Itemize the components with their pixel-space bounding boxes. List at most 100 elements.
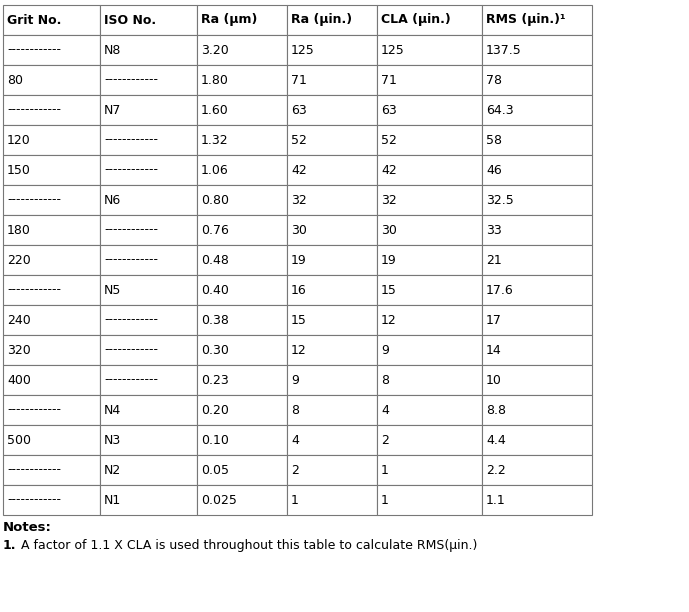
Text: N7: N7 xyxy=(104,103,121,116)
Text: 15: 15 xyxy=(381,283,397,296)
Text: 0.10: 0.10 xyxy=(201,433,229,447)
Bar xyxy=(482,455,592,485)
Text: 46: 46 xyxy=(486,163,502,176)
Bar xyxy=(287,305,377,335)
Bar xyxy=(100,215,197,245)
Bar xyxy=(3,275,100,305)
Bar xyxy=(197,335,287,365)
Text: 1: 1 xyxy=(381,463,389,477)
Text: 52: 52 xyxy=(291,133,307,146)
Text: 17: 17 xyxy=(486,313,502,326)
Bar xyxy=(377,305,482,335)
Bar xyxy=(287,65,377,95)
Bar xyxy=(100,395,197,425)
Bar xyxy=(197,155,287,185)
Text: 1.80: 1.80 xyxy=(201,73,229,86)
Text: 0.76: 0.76 xyxy=(201,223,229,236)
Bar xyxy=(100,245,197,275)
Text: 2: 2 xyxy=(291,463,299,477)
Text: 14: 14 xyxy=(486,343,502,357)
Bar xyxy=(287,185,377,215)
Text: 0.30: 0.30 xyxy=(201,343,229,357)
Text: 2.2: 2.2 xyxy=(486,463,506,477)
Bar xyxy=(287,335,377,365)
Text: 1: 1 xyxy=(381,493,389,507)
Text: 0.05: 0.05 xyxy=(201,463,229,477)
Bar xyxy=(377,485,482,515)
Bar xyxy=(377,125,482,155)
Bar xyxy=(197,395,287,425)
Bar xyxy=(197,215,287,245)
Text: 32.5: 32.5 xyxy=(486,193,514,206)
Bar xyxy=(287,245,377,275)
Text: ------------: ------------ xyxy=(104,73,158,86)
Bar xyxy=(482,425,592,455)
Bar xyxy=(197,425,287,455)
Bar xyxy=(482,305,592,335)
Bar xyxy=(287,35,377,65)
Bar xyxy=(100,65,197,95)
Bar xyxy=(377,395,482,425)
Bar xyxy=(482,365,592,395)
Text: 1.32: 1.32 xyxy=(201,133,229,146)
Text: N2: N2 xyxy=(104,463,121,477)
Bar xyxy=(377,5,482,35)
Text: 8.8: 8.8 xyxy=(486,403,506,417)
Text: 2: 2 xyxy=(381,433,389,447)
Text: ------------: ------------ xyxy=(7,43,61,56)
Text: 58: 58 xyxy=(486,133,502,146)
Text: 3.20: 3.20 xyxy=(201,43,229,56)
Text: 120: 120 xyxy=(7,133,31,146)
Text: 8: 8 xyxy=(291,403,299,417)
Bar xyxy=(197,125,287,155)
Bar xyxy=(287,425,377,455)
Bar xyxy=(482,5,592,35)
Text: 320: 320 xyxy=(7,343,31,357)
Text: ------------: ------------ xyxy=(7,283,61,296)
Text: 1.06: 1.06 xyxy=(201,163,229,176)
Text: 63: 63 xyxy=(381,103,397,116)
Text: 220: 220 xyxy=(7,253,31,266)
Text: Ra (μin.): Ra (μin.) xyxy=(291,13,352,26)
Text: 71: 71 xyxy=(381,73,397,86)
Bar xyxy=(377,425,482,455)
Bar xyxy=(197,65,287,95)
Bar xyxy=(287,95,377,125)
Text: 400: 400 xyxy=(7,373,31,387)
Text: ------------: ------------ xyxy=(104,373,158,387)
Bar xyxy=(100,155,197,185)
Bar xyxy=(3,125,100,155)
Text: 4.4: 4.4 xyxy=(486,433,506,447)
Text: 19: 19 xyxy=(381,253,397,266)
Bar xyxy=(3,335,100,365)
Text: CLA (μin.): CLA (μin.) xyxy=(381,13,451,26)
Bar xyxy=(482,185,592,215)
Text: N1: N1 xyxy=(104,493,121,507)
Bar xyxy=(287,455,377,485)
Text: ------------: ------------ xyxy=(104,313,158,326)
Text: 64.3: 64.3 xyxy=(486,103,513,116)
Text: 17.6: 17.6 xyxy=(486,283,514,296)
Bar xyxy=(3,35,100,65)
Bar xyxy=(287,125,377,155)
Bar xyxy=(197,95,287,125)
Bar xyxy=(3,95,100,125)
Bar xyxy=(377,455,482,485)
Bar xyxy=(197,485,287,515)
Bar xyxy=(197,35,287,65)
Bar xyxy=(3,305,100,335)
Bar xyxy=(377,245,482,275)
Text: ------------: ------------ xyxy=(7,193,61,206)
Bar xyxy=(3,245,100,275)
Text: 30: 30 xyxy=(291,223,307,236)
Text: 10: 10 xyxy=(486,373,502,387)
Bar xyxy=(100,5,197,35)
Text: 12: 12 xyxy=(381,313,397,326)
Text: N4: N4 xyxy=(104,403,121,417)
Bar xyxy=(377,335,482,365)
Bar xyxy=(287,395,377,425)
Bar xyxy=(482,155,592,185)
Text: 240: 240 xyxy=(7,313,31,326)
Bar xyxy=(377,35,482,65)
Bar xyxy=(3,425,100,455)
